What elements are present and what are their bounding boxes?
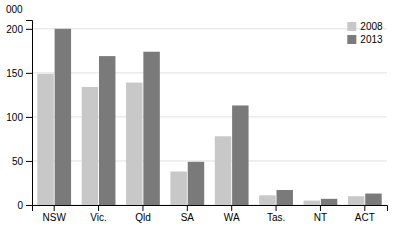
grid-line bbox=[32, 72, 387, 73]
tick-label: 150 bbox=[6, 68, 23, 79]
tick-label: 100 bbox=[6, 112, 23, 123]
tick-mark bbox=[231, 205, 232, 211]
tick: 100 bbox=[6, 112, 32, 123]
tick: 0 bbox=[17, 200, 32, 211]
tick: SA bbox=[181, 205, 195, 223]
tick-label: 200 bbox=[6, 24, 23, 35]
tick-label: ACT bbox=[355, 212, 375, 223]
tick-label: Vic. bbox=[90, 212, 107, 223]
tick-label: NSW bbox=[43, 212, 67, 223]
bars bbox=[37, 29, 381, 205]
bar bbox=[259, 195, 275, 205]
legend-swatch bbox=[347, 22, 356, 31]
axis-line bbox=[26, 21, 33, 206]
grid bbox=[32, 29, 387, 205]
tick-label: SA bbox=[181, 212, 195, 223]
bar bbox=[126, 83, 142, 205]
tick-label: Tas. bbox=[267, 212, 285, 223]
chart: 050100150200NSWVic.QldSAWATas.NTACT20082… bbox=[0, 0, 397, 227]
axis-line bbox=[33, 206, 388, 212]
bar bbox=[304, 201, 320, 205]
bar bbox=[365, 194, 381, 205]
tick-mark bbox=[26, 29, 32, 30]
bar bbox=[82, 87, 98, 205]
bar bbox=[55, 29, 71, 205]
tick-mark bbox=[98, 205, 99, 211]
tick: 50 bbox=[12, 156, 32, 167]
legend-item: 2013 bbox=[347, 34, 383, 45]
axis-label: 000 bbox=[6, 4, 23, 15]
tick-mark bbox=[54, 205, 55, 211]
legend-item: 2008 bbox=[347, 21, 383, 32]
legend: 2008 2013 bbox=[347, 21, 383, 45]
bar bbox=[348, 196, 364, 205]
tick-label: 0 bbox=[17, 200, 23, 211]
tick-label: Qld bbox=[135, 212, 151, 223]
tick-mark bbox=[26, 205, 32, 206]
tick-mark bbox=[320, 205, 321, 211]
tick: Vic. bbox=[90, 205, 107, 223]
tick-mark bbox=[276, 205, 277, 211]
x-axis: NSW Vic. Qld SA WA Tas. NT ACT bbox=[33, 205, 388, 223]
bar bbox=[276, 190, 292, 205]
tick: NT bbox=[314, 205, 327, 223]
series bbox=[37, 74, 364, 205]
tick-label: 50 bbox=[12, 156, 24, 167]
tick-mark bbox=[26, 117, 32, 118]
bar bbox=[215, 136, 231, 205]
tick-mark bbox=[142, 205, 143, 211]
series bbox=[55, 29, 382, 205]
bar bbox=[188, 162, 204, 205]
tick-mark bbox=[187, 205, 188, 211]
y-axis: 0 50 100 150 200 bbox=[6, 21, 32, 211]
bar bbox=[143, 52, 159, 205]
tick-label: NT bbox=[314, 212, 327, 223]
tick: 200 bbox=[6, 24, 32, 35]
bar bbox=[37, 74, 53, 205]
bar bbox=[170, 172, 186, 205]
tick-mark bbox=[26, 73, 32, 74]
tick: WA bbox=[224, 205, 240, 223]
legend-swatch bbox=[347, 35, 356, 44]
bar bbox=[99, 56, 115, 205]
bar bbox=[232, 105, 248, 205]
bar bbox=[321, 199, 337, 205]
tick-label: WA bbox=[224, 212, 240, 223]
tick: ACT bbox=[355, 205, 375, 223]
tick: NSW bbox=[43, 205, 67, 223]
tick-mark bbox=[364, 205, 365, 211]
plot: 050100150200NSWVic.QldSAWATas.NTACT20082… bbox=[6, 21, 387, 224]
tick: Qld bbox=[135, 205, 151, 223]
legend-label: 2013 bbox=[360, 34, 383, 45]
tick-mark bbox=[26, 161, 32, 162]
legend-label: 2008 bbox=[360, 21, 383, 32]
tick: 150 bbox=[6, 68, 32, 79]
grid-line bbox=[32, 28, 387, 29]
tick: Tas. bbox=[267, 205, 285, 223]
